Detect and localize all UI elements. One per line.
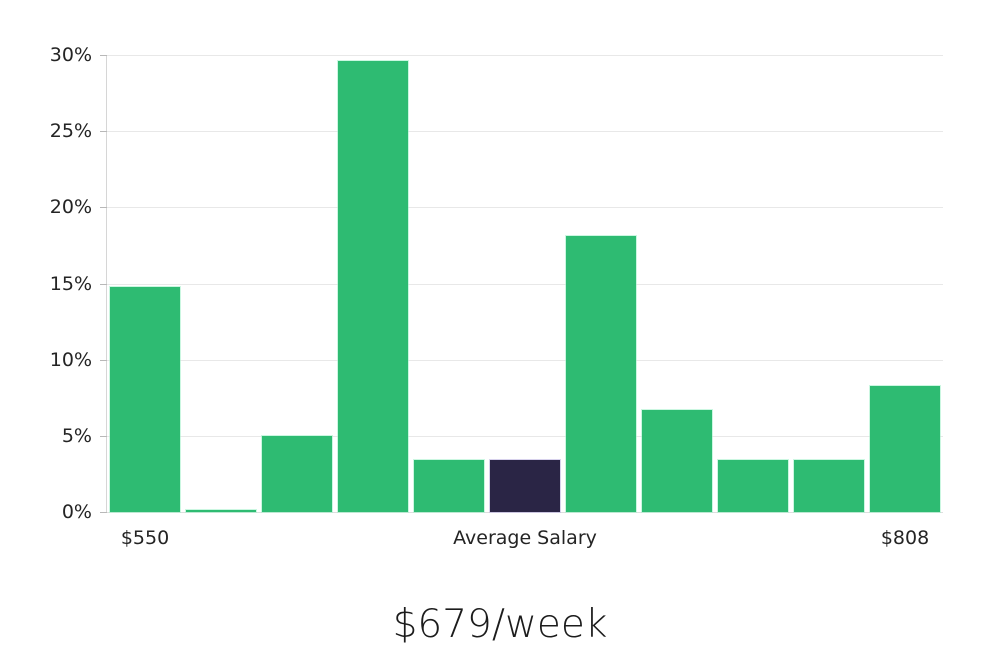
bar [793, 460, 865, 512]
gridline [107, 207, 943, 209]
gridline [107, 435, 943, 437]
gridline [107, 131, 943, 133]
gridline [107, 283, 943, 285]
x-axis-label-right: $808 [880, 527, 930, 549]
y-axis-tick-mark [100, 512, 107, 513]
bar-highlighted [489, 460, 561, 512]
x-axis-label-left: $550 [120, 527, 170, 549]
gridline [107, 359, 943, 361]
y-axis-tick-label: 25% [49, 120, 92, 143]
bar [565, 236, 637, 512]
bar [641, 409, 713, 512]
y-axis-tick-mark [100, 359, 107, 361]
gridline [107, 55, 943, 56]
y-axis-tick-label: 0% [61, 501, 92, 523]
y-axis-tick-label: 10% [49, 348, 92, 371]
bar [717, 460, 789, 512]
bar [337, 61, 409, 512]
plot-area [107, 55, 943, 513]
average-salary-value: $679/week [392, 602, 608, 647]
bar [185, 509, 257, 512]
y-axis-tick-label: 5% [61, 424, 92, 447]
y-axis-tick-label: 20% [49, 196, 92, 219]
y-axis-tick-label: 15% [49, 272, 92, 295]
bar [869, 385, 941, 512]
bar [109, 286, 181, 512]
x-axis-label-center: Average Salary [453, 527, 597, 549]
y-axis-tick-mark [100, 283, 107, 285]
bar [413, 460, 485, 512]
gridline [107, 512, 943, 513]
bar [261, 435, 333, 512]
y-axis-tick-label: 30% [49, 44, 92, 66]
y-axis-tick-mark [100, 435, 107, 437]
y-axis-tick-mark [100, 207, 107, 209]
y-axis-tick-mark [100, 55, 107, 56]
y-axis-tick-mark [100, 131, 107, 133]
